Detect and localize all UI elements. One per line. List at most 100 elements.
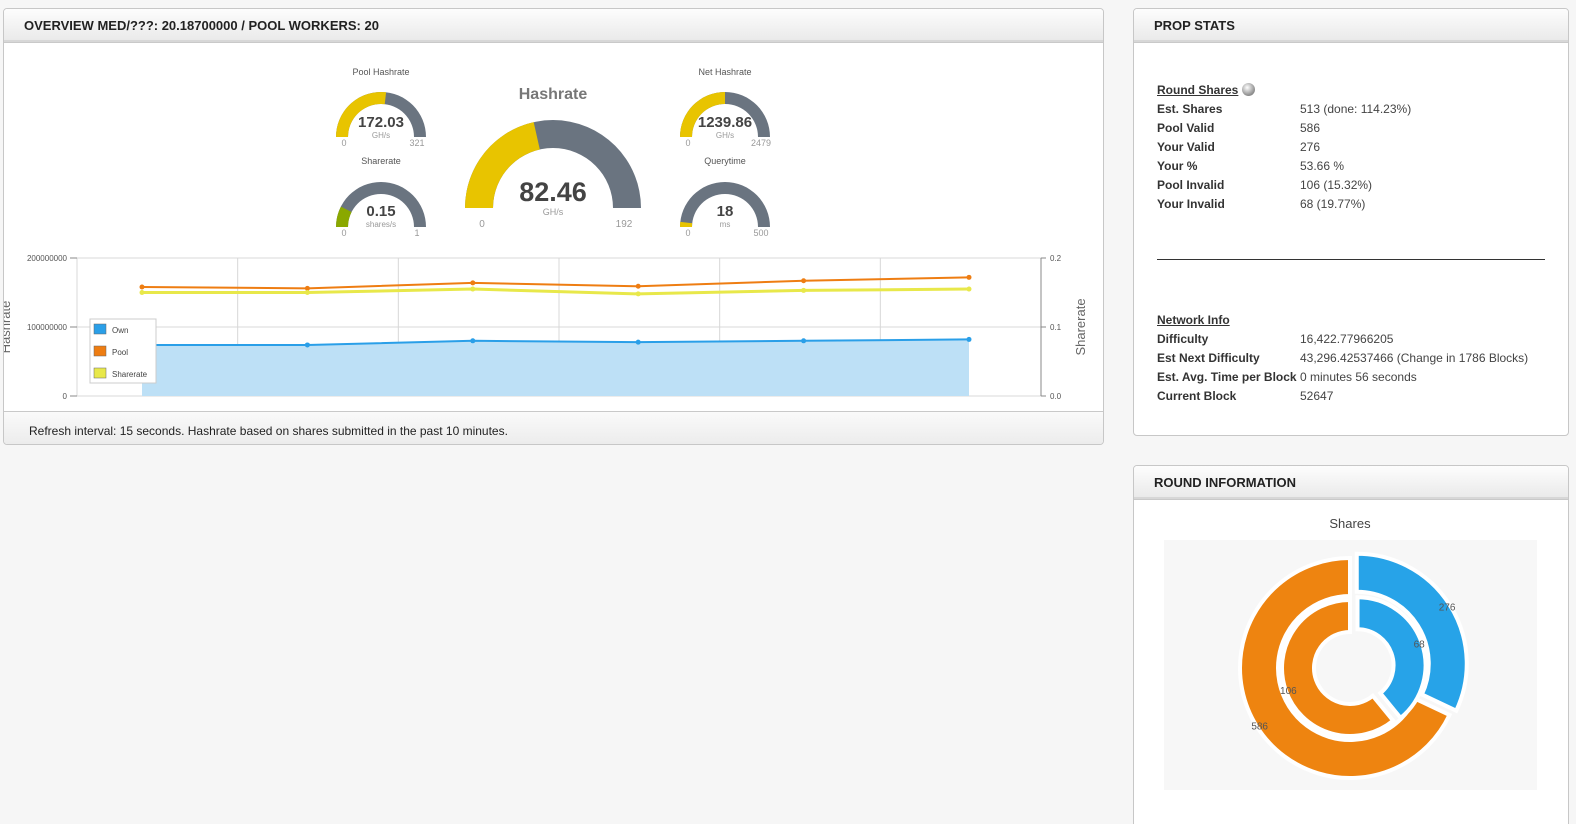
outer-ring-label: 276 [1439, 602, 1456, 613]
querytime-value: 18 [717, 203, 734, 220]
legend-swatch [93, 345, 107, 357]
series-own-point[interactable] [635, 339, 641, 345]
info-icon[interactable] [1242, 83, 1256, 96]
series-pool-point[interactable] [139, 284, 145, 290]
pool-hashrate-gauge: Pool Hashrate 172.03 GH/s 0 321 [336, 67, 426, 148]
querytime-fill [680, 221, 693, 227]
series-pool-line[interactable] [141, 276, 970, 290]
prop-stats-title: PROP STATS [1134, 9, 1568, 43]
querytime-gauge: Querytime 18 ms 0 500 [680, 156, 770, 238]
series-own-point[interactable] [304, 342, 310, 348]
series-sharerate-line[interactable] [142, 287, 970, 296]
series-sharerate-point[interactable] [801, 287, 807, 293]
network-row: Est. Avg. Time per Block 0 minutes 56 sec… [1157, 367, 1528, 386]
round-label: Your % [1157, 158, 1198, 173]
querytime-unit: ms [720, 220, 731, 229]
series-own-point[interactable] [966, 336, 972, 342]
network-row: Difficulty 16,422.77966205 [1157, 329, 1528, 348]
series-own-line[interactable] [142, 338, 970, 346]
round-row: Your % 53.66 % [1157, 156, 1411, 175]
sharerate-track [336, 182, 426, 227]
chart-y2-axis-label: Sharerate [1073, 298, 1088, 355]
querytime-min: 0 [685, 228, 690, 238]
network-info-section: Network Info Difficulty 16,422.77966205 Es… [1157, 310, 1528, 405]
round-value: 53.66 % [1300, 158, 1345, 173]
series-pool-point[interactable] [635, 283, 641, 289]
series-own-point[interactable] [470, 338, 476, 344]
y2-tick-label: 0.1 [1050, 323, 1062, 332]
series-pool-point[interactable] [801, 278, 807, 284]
inner-ring-slice[interactable] [1280, 597, 1396, 738]
sharerate-max: 1 [414, 228, 419, 238]
net-hashrate-title: Net Hashrate [698, 67, 751, 77]
net-hashrate-gauge: Net Hashrate 1239.86 GH/s 0 2479 [680, 67, 771, 148]
net-hashrate-fill [680, 92, 725, 137]
pool-hashrate-value: 172.03 [358, 114, 404, 131]
network-label: Difficulty [1157, 331, 1209, 346]
series-pool-point[interactable] [304, 285, 310, 291]
y-tick-label: 200000000 [27, 254, 68, 263]
outer-ring-slice[interactable] [1354, 551, 1469, 714]
querytime-track [680, 182, 770, 227]
series-sharerate-point[interactable] [635, 291, 641, 297]
round-row: Your Valid 276 [1157, 137, 1411, 156]
round-value: 586 [1300, 120, 1321, 135]
series-pool-point[interactable] [470, 280, 476, 286]
round-label: Pool Valid [1157, 120, 1215, 135]
hashrate-chart: 200000000 100000000 0 0.2 0.1 0.0 Hashrate Sh… [4, 254, 1088, 401]
pool-hashrate-unit: GH/s [372, 131, 390, 140]
round-value: 68 (19.77%) [1300, 196, 1366, 211]
chart-legend: Own Pool Sharerate [89, 318, 157, 384]
round-row: Pool Invalid 106 (15.32%) [1157, 175, 1411, 194]
inner-ring-slice[interactable] [1355, 595, 1428, 721]
chart-y-axis-label: Hashrate [4, 301, 13, 354]
round-row: Est. Shares 513 (done: 114.23%) [1157, 99, 1411, 118]
series-sharerate-point[interactable] [304, 290, 310, 295]
network-info-rows: Difficulty 16,422.77966205 Est Next Diffic… [1157, 329, 1528, 405]
section-divider [1157, 259, 1545, 260]
outer-ring-slice[interactable] [1238, 555, 1453, 780]
network-value: 43,296.42537466 (Change in 1786 Blocks) [1300, 350, 1529, 365]
overview-title: OVERVIEW MED/???: 20.18700000 / POOL WOR… [4, 9, 1103, 43]
round-label: Your Valid [1157, 139, 1215, 154]
pool-hashrate-max: 321 [409, 138, 424, 148]
y-tick-label: 0 [63, 392, 68, 401]
pool-hashrate-title: Pool Hashrate [352, 67, 409, 77]
legend-label[interactable]: Own [112, 326, 128, 335]
querytime-title: Querytime [704, 156, 746, 166]
net-hashrate-max: 2479 [751, 138, 771, 148]
round-shares-title[interactable]: Round Shares [1157, 82, 1239, 97]
legend-swatch [93, 367, 107, 379]
series-sharerate-point[interactable] [966, 286, 972, 292]
series-pool-point[interactable] [966, 274, 972, 280]
hashrate-value: 82.46 [519, 177, 587, 207]
net-hashrate-min: 0 [685, 138, 690, 148]
shares-donut-group: 276 586 68 106 [1238, 551, 1469, 780]
round-value: 106 (15.32%) [1300, 177, 1373, 192]
legend-swatch [93, 323, 107, 335]
network-row: Current Block 52647 [1157, 386, 1528, 405]
net-hashrate-value: 1239.86 [698, 114, 752, 131]
hashrate-gauge: Hashrate 82.46 GH/s 0 192 [465, 86, 641, 230]
series-sharerate-point[interactable] [470, 286, 476, 292]
legend-label[interactable]: Sharerate [112, 370, 148, 379]
round-value: 513 (done: 114.23%) [1300, 101, 1412, 116]
network-value: 16,422.77966205 [1300, 331, 1394, 346]
sharerate-fill [336, 206, 352, 227]
overview-panel: OVERVIEW MED/???: 20.18700000 / POOL WOR… [3, 8, 1104, 445]
hashrate-min: 0 [479, 219, 485, 230]
network-value: 52647 [1300, 388, 1334, 403]
round-shares-heading: Round Shares [1157, 80, 1411, 99]
network-info-title[interactable]: Network Info [1157, 312, 1230, 327]
series-sharerate-point[interactable] [139, 290, 145, 295]
round-label: Pool Invalid [1157, 177, 1225, 192]
round-shares-section: Round Shares Est. Shares 513 (done: 114.2… [1157, 80, 1411, 213]
y2-tick-label: 0.0 [1050, 392, 1062, 401]
network-value: 0 minutes 56 seconds [1300, 369, 1417, 384]
round-shares-rows: Est. Shares 513 (done: 114.23%) Pool Valid… [1157, 99, 1411, 213]
series-own-point[interactable] [801, 338, 807, 344]
net-hashrate-unit: GH/s [716, 131, 734, 140]
legend-label[interactable]: Pool [112, 348, 128, 357]
sharerate-gauge: Sharerate 0.15 shares/s 0 1 [336, 156, 426, 238]
chart-area-layer [142, 339, 969, 396]
